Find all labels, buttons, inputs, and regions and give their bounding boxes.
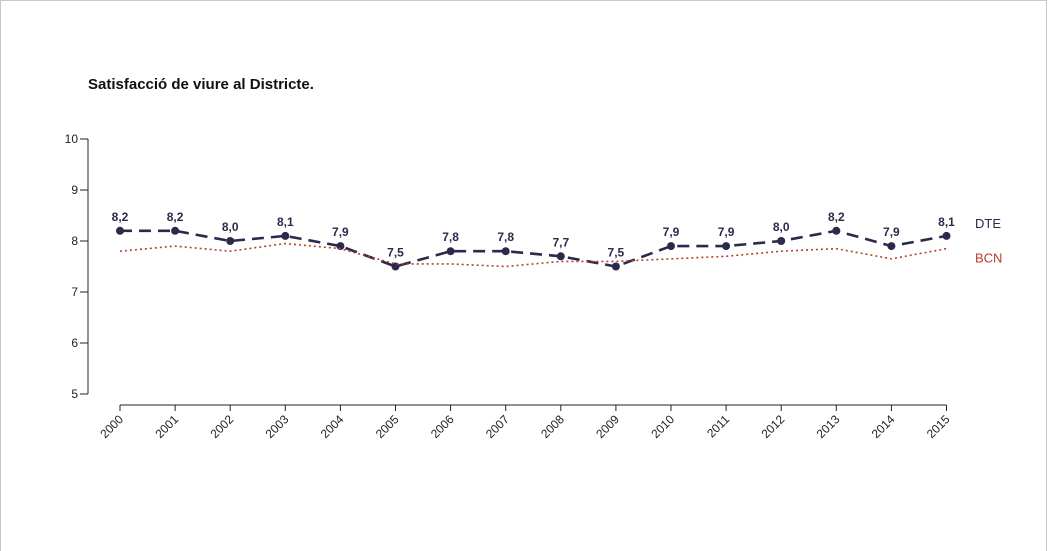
y-tick-label-10: 10 bbox=[65, 132, 79, 146]
data-label-2009: 7,5 bbox=[608, 246, 625, 260]
x-tick-label-2004: 2004 bbox=[318, 412, 347, 441]
data-point-2014 bbox=[887, 242, 896, 251]
data-label-2011: 7,9 bbox=[718, 225, 735, 239]
data-label-2004: 7,9 bbox=[332, 225, 349, 239]
chart-title: Satisfacció de viure al Districte. bbox=[88, 76, 314, 93]
y-tick-label-5: 5 bbox=[71, 387, 78, 401]
x-tick-label-2000: 2000 bbox=[97, 412, 126, 441]
series-line-dte bbox=[120, 229, 947, 268]
x-tick-label-2007: 2007 bbox=[483, 412, 512, 441]
y-tick-label-7: 7 bbox=[71, 285, 78, 299]
data-point-2000 bbox=[116, 226, 124, 235]
data-point-2002 bbox=[226, 237, 235, 245]
data-label-2014: 7,9 bbox=[883, 225, 900, 239]
data-label-2010: 7,9 bbox=[663, 225, 680, 239]
x-tick-label-2006: 2006 bbox=[428, 412, 457, 441]
x-tick-label-2009: 2009 bbox=[593, 412, 622, 441]
y-tick-label-8: 8 bbox=[71, 234, 78, 248]
x-tick-label-2005: 2005 bbox=[373, 412, 402, 441]
data-point-2015 bbox=[942, 231, 951, 240]
data-label-2015: 8,1 bbox=[938, 215, 955, 229]
x-tick-label-2008: 2008 bbox=[538, 412, 567, 441]
x-tick-label-2013: 2013 bbox=[814, 412, 843, 441]
data-label-2005: 7,5 bbox=[387, 246, 404, 260]
data-label-2013: 8,2 bbox=[828, 210, 845, 224]
data-label-2007: 7,8 bbox=[497, 230, 514, 244]
legend-label-dte: DTE bbox=[975, 216, 1001, 231]
data-label-2003: 8,1 bbox=[277, 215, 294, 229]
data-label-2001: 8,2 bbox=[167, 210, 184, 224]
data-point-2006 bbox=[446, 247, 455, 256]
series-line-bcn bbox=[119, 242, 947, 268]
data-point-2009 bbox=[611, 262, 620, 271]
data-label-2008: 7,7 bbox=[552, 235, 569, 249]
y-tick-label-9: 9 bbox=[71, 183, 78, 197]
data-point-2013 bbox=[832, 226, 841, 235]
y-tick-label-6: 6 bbox=[71, 336, 78, 350]
x-tick-label-2015: 2015 bbox=[924, 412, 953, 441]
data-label-2012: 8,0 bbox=[773, 220, 790, 234]
data-point-2010 bbox=[667, 242, 675, 251]
x-tick-label-2001: 2001 bbox=[152, 412, 181, 441]
data-label-2000: 8,2 bbox=[112, 210, 129, 224]
data-point-2008 bbox=[556, 252, 565, 261]
data-label-2006: 7,8 bbox=[442, 230, 459, 244]
x-tick-label-2011: 2011 bbox=[704, 412, 732, 440]
data-point-2007 bbox=[501, 247, 510, 256]
legend-label-bcn: BCN bbox=[975, 251, 1002, 266]
data-point-2012 bbox=[777, 237, 786, 245]
x-tick-label-2002: 2002 bbox=[208, 412, 237, 441]
x-tick-label-2010: 2010 bbox=[648, 412, 677, 441]
x-tick-label-2012: 2012 bbox=[759, 412, 788, 441]
data-label-2002: 8,0 bbox=[222, 220, 239, 234]
data-point-2003 bbox=[281, 231, 290, 240]
data-point-2004 bbox=[336, 242, 345, 251]
data-point-2001 bbox=[171, 226, 180, 235]
x-tick-label-2003: 2003 bbox=[263, 412, 292, 441]
x-tick-label-2014: 2014 bbox=[869, 412, 898, 441]
data-point-2011 bbox=[722, 242, 731, 251]
